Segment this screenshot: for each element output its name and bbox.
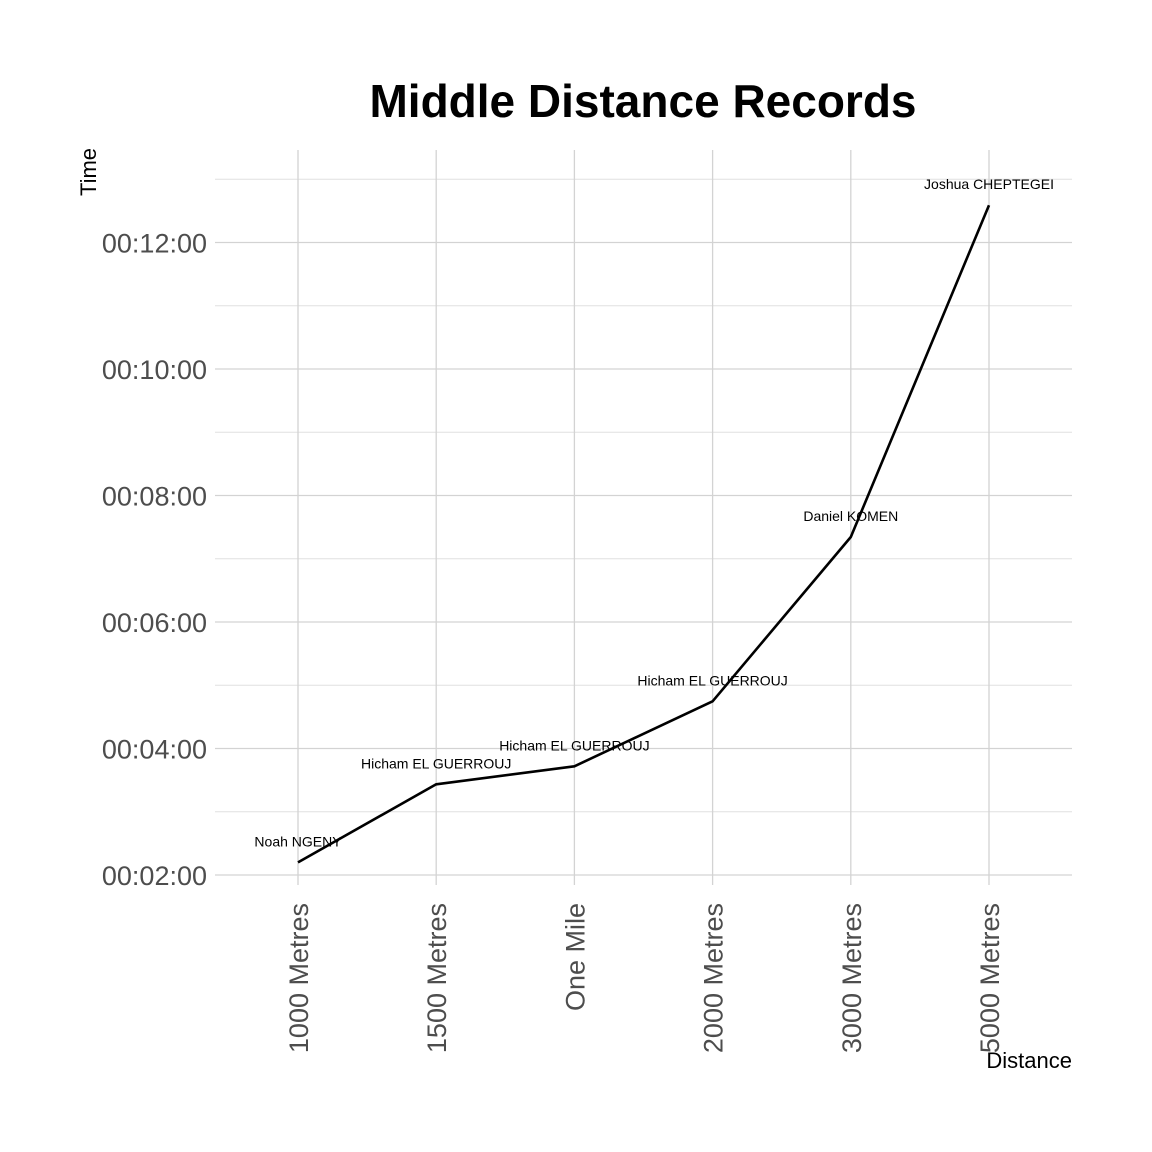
point-label: Daniel KOMEN <box>803 508 898 524</box>
point-labels: Noah NGENY Hicham EL GUERROUJ Hicham EL GU… <box>254 176 1054 849</box>
series-line <box>297 204 991 864</box>
point-label: Hicham EL GUERROUJ <box>499 737 649 753</box>
x-tick-labels: 1000 Metres 1500 Metres One Mile 2000 Metre… <box>284 903 1005 1053</box>
point-label: Noah NGENY <box>254 833 342 849</box>
x-tick-label: 1000 Metres <box>284 903 314 1053</box>
major-gridlines <box>215 150 1072 885</box>
x-tick-label: 2000 Metres <box>699 903 729 1053</box>
y-tick-label: 00:04:00 <box>102 735 207 765</box>
x-axis-title: Distance <box>986 1048 1072 1073</box>
y-tick-label: 00:06:00 <box>102 608 207 638</box>
x-tick-label: 5000 Metres <box>975 903 1005 1053</box>
y-tick-labels: 00:02:00 00:04:00 00:06:00 00:08:00 00:10:00… <box>102 229 207 892</box>
x-tick-label: 1500 Metres <box>422 903 452 1053</box>
chart-title: Middle Distance Records <box>369 75 916 127</box>
y-tick-label: 00:08:00 <box>102 482 207 512</box>
point-label: Hicham EL GUERROUJ <box>361 755 511 771</box>
y-tick-label: 00:02:00 <box>102 861 207 891</box>
point-label: Joshua CHEPTEGEI <box>924 176 1054 192</box>
x-tick-label: 3000 Metres <box>837 903 867 1053</box>
point-label: Hicham EL GUERROUJ <box>637 672 787 688</box>
y-tick-label: 00:12:00 <box>102 229 207 259</box>
minor-gridlines <box>215 178 1072 813</box>
y-axis-title: Time <box>76 148 101 196</box>
y-tick-label: 00:10:00 <box>102 355 207 385</box>
x-tick-label: One Mile <box>560 903 590 1011</box>
